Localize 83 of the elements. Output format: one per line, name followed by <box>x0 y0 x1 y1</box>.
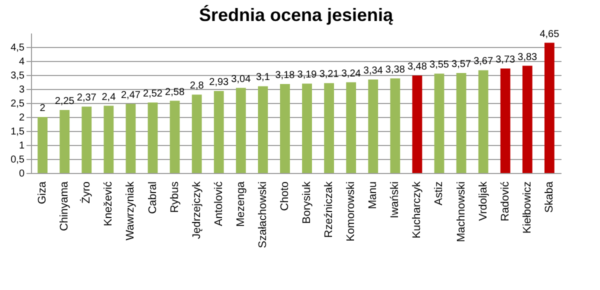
x-tick-label: Żyro <box>80 182 93 204</box>
bar <box>412 76 422 173</box>
y-tick-label: 4,5 <box>10 42 25 54</box>
bar <box>38 117 48 173</box>
data-label: 2,47 <box>120 90 141 101</box>
y-tick-label: 1,5 <box>10 126 25 138</box>
data-label: 2,52 <box>143 88 163 100</box>
y-tick-label: 2 <box>18 112 25 124</box>
bar <box>280 84 290 173</box>
x-tick-label: Komorowski <box>345 182 358 242</box>
bar <box>82 106 92 173</box>
data-label: 3,67 <box>474 56 494 68</box>
x-tick-label: Rybus <box>168 181 181 213</box>
x-tick-label: Borysiuk <box>301 181 314 224</box>
x-tick-label: Knežević <box>102 181 115 226</box>
x-tick-label: Vrdoljak <box>477 181 490 221</box>
bar <box>104 106 114 173</box>
bar <box>60 110 70 173</box>
y-tick-label: 4 <box>18 56 25 68</box>
bar <box>478 70 488 173</box>
bar <box>544 42 554 173</box>
data-label: 3,38 <box>385 64 406 76</box>
bar <box>324 83 334 173</box>
y-tick-label: 0 <box>18 168 25 180</box>
x-tick-label: Antolović <box>212 181 225 226</box>
x-tick-label: Kiełbowicz <box>521 182 534 234</box>
data-label: 3,55 <box>430 60 450 71</box>
bar <box>214 90 224 173</box>
data-label: 4,65 <box>540 28 560 40</box>
y-tick-label: 3,5 <box>10 70 25 82</box>
y-tick-label: 3 <box>18 84 25 96</box>
data-label: 2,58 <box>165 86 185 98</box>
data-label: 3,19 <box>297 70 318 81</box>
x-tick-label: Machnowski <box>455 182 468 242</box>
data-label: 2,8 <box>190 80 204 92</box>
x-tick-label: Jędrzejczyk <box>190 181 203 239</box>
data-label: 3,83 <box>518 52 538 63</box>
data-label: 3,04 <box>231 74 252 85</box>
x-tick-label: Wawrzyniak <box>124 181 137 240</box>
data-label: 2,37 <box>76 92 97 104</box>
data-label: 2,25 <box>54 96 75 107</box>
x-tick-label: Rzeźniczak <box>323 181 336 238</box>
data-label: 3,73 <box>496 54 516 66</box>
bar <box>302 84 312 173</box>
y-tick-label: 0,5 <box>10 154 25 166</box>
data-label: 3,48 <box>407 62 428 73</box>
bar <box>126 104 136 173</box>
x-tick-label: Iwański <box>389 182 402 218</box>
bar <box>434 74 444 173</box>
x-tick-label: Szałachowski <box>256 182 269 248</box>
data-label: 2,4 <box>102 92 116 103</box>
x-tick-label: Chinyama <box>58 180 71 232</box>
x-tick-label: Choto <box>278 182 291 211</box>
chart-title: Średnia ocena jesienią <box>198 4 394 25</box>
bar <box>368 79 378 173</box>
bar <box>456 73 466 173</box>
y-tick-label: 1 <box>18 140 25 152</box>
bar <box>236 88 246 173</box>
data-label: 3,34 <box>363 65 384 76</box>
bar <box>522 66 532 173</box>
y-tick-label: 2,5 <box>10 98 25 110</box>
bar <box>192 94 202 173</box>
bar <box>148 102 158 173</box>
bar <box>170 100 180 173</box>
data-label: 3,21 <box>319 69 340 80</box>
x-tick-label: Skaba <box>543 180 556 213</box>
x-tick-label: Kucharczyk <box>411 181 424 238</box>
x-tick-label: Giza <box>36 180 49 204</box>
bar <box>390 78 400 173</box>
x-tick-label: Mezenga <box>234 180 247 227</box>
data-label: 2 <box>40 103 46 114</box>
bar <box>258 86 268 173</box>
x-tick-label: Manu <box>367 182 380 210</box>
data-label: 3,57 <box>452 59 472 70</box>
bar <box>500 68 510 173</box>
bar <box>346 82 356 173</box>
data-label: 2,93 <box>209 76 230 88</box>
x-tick-label: Radović <box>499 181 512 222</box>
data-label: 3,24 <box>341 68 362 80</box>
data-label: 3,1 <box>256 72 270 84</box>
data-label: 3,18 <box>275 70 296 81</box>
x-tick-label: Astiz <box>433 182 446 206</box>
x-tick-label: Cabral <box>146 182 159 214</box>
